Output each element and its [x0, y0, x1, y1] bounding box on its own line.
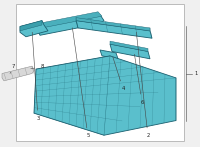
Polygon shape: [2, 66, 34, 81]
Polygon shape: [20, 21, 48, 37]
Text: 2: 2: [136, 32, 150, 138]
Text: 3: 3: [32, 32, 40, 121]
Text: 7: 7: [10, 64, 15, 74]
Polygon shape: [110, 41, 148, 51]
Polygon shape: [76, 18, 150, 31]
Polygon shape: [36, 15, 104, 35]
Text: 1: 1: [194, 71, 198, 76]
Text: 5: 5: [72, 28, 90, 138]
Polygon shape: [76, 21, 152, 38]
Text: 6: 6: [134, 54, 144, 105]
Polygon shape: [38, 12, 102, 28]
Bar: [16, 4, 184, 141]
Text: 8: 8: [31, 64, 44, 69]
Polygon shape: [110, 44, 150, 59]
Polygon shape: [100, 50, 118, 59]
Polygon shape: [20, 21, 42, 31]
Polygon shape: [34, 56, 176, 135]
Text: 4: 4: [113, 57, 125, 91]
